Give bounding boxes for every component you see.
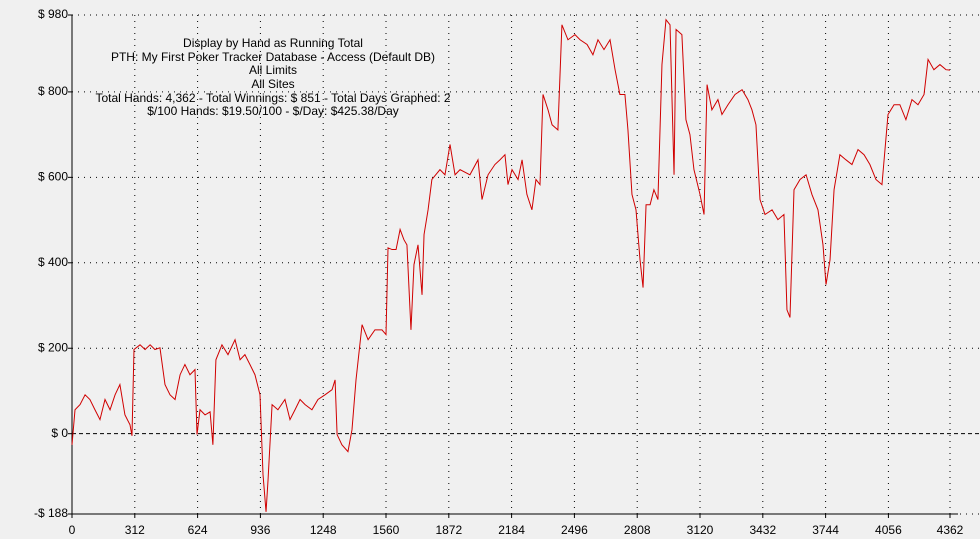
annotation: All Limits [249, 63, 297, 77]
y-tick-label: -$ 188 [34, 506, 68, 520]
annotation: PTH: My First Poker Tracker Database - A… [111, 50, 435, 64]
annotation: $/100 Hands: $19.50/100 - $/Day: $425.38… [147, 104, 399, 118]
x-tick-label: 1872 [435, 523, 462, 537]
y-tick-label: $ 800 [38, 84, 68, 98]
y-tick-label: $ 980 [38, 7, 68, 21]
x-tick-label: 2496 [561, 523, 588, 537]
annotation: All Sites [251, 77, 294, 91]
x-tick-label: 3432 [749, 523, 776, 537]
x-tick-label: 624 [188, 523, 208, 537]
y-tick-label: $ 200 [38, 340, 68, 354]
x-tick-label: 2184 [498, 523, 525, 537]
x-tick-label: 1560 [373, 523, 400, 537]
line-series [71, 18, 951, 512]
x-tick-label: 3120 [687, 523, 714, 537]
x-tick-label: 4362 [937, 523, 964, 537]
x-tick-label: 936 [250, 523, 270, 537]
y-tick-label: $ 400 [38, 255, 68, 269]
y-tick-label: $ 0 [51, 426, 68, 440]
x-tick-label: 3744 [812, 523, 839, 537]
x-tick-label: 0 [69, 523, 76, 537]
annotation: Display by Hand as Running Total [183, 36, 363, 50]
x-tick-label: 1248 [310, 523, 337, 537]
x-tick-label: 312 [125, 523, 145, 537]
y-tick-label: $ 600 [38, 170, 68, 184]
annotation: Total Hands: 4,362 - Total Winnings: $ 8… [95, 91, 450, 105]
x-tick-label: 4056 [875, 523, 902, 537]
x-tick-label: 2808 [624, 523, 651, 537]
